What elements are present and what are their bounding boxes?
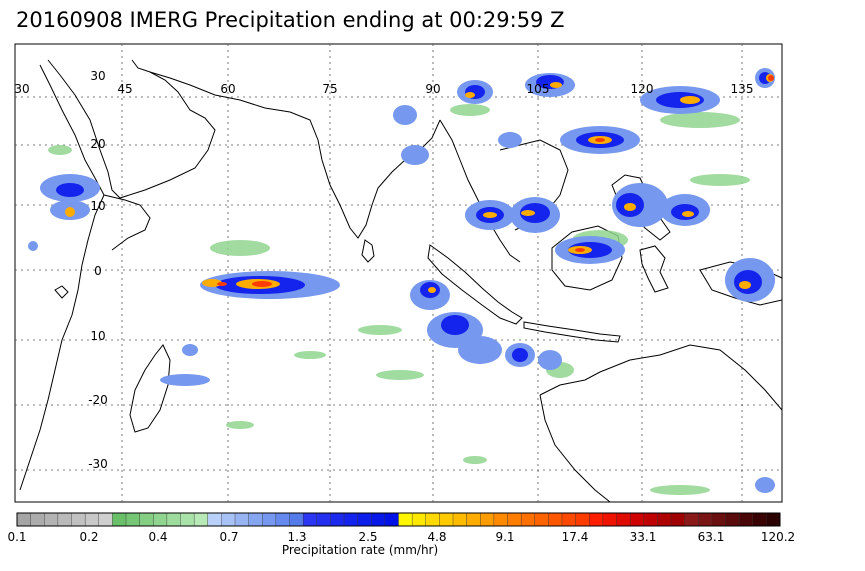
- colorbar-swatch: [84, 512, 100, 527]
- colorbar-tick-label: 0.7: [219, 530, 238, 544]
- colorbar-swatch: [480, 512, 495, 527]
- colorbar-tick-label: 2.5: [358, 530, 377, 544]
- colorbar-swatch: [411, 512, 427, 527]
- colorbar-swatch: [98, 512, 113, 527]
- lon-label: 30: [14, 82, 29, 96]
- lat-label: 10: [90, 329, 105, 343]
- colorbar-swatch: [234, 512, 250, 527]
- colorbar-swatch: [629, 512, 645, 527]
- colorbar-swatch: [316, 512, 331, 527]
- colorbar-frame: [16, 512, 781, 527]
- colorbar-swatch: [534, 512, 549, 527]
- colorbar-swatch: [507, 512, 522, 527]
- precipitation-field: [28, 68, 775, 495]
- colorbar-swatch: [425, 512, 440, 527]
- colorbar-swatch: [343, 512, 359, 527]
- colorbar-tick-label: 9.1: [495, 530, 514, 544]
- colorbar-ticks: 0.1 0.2 0.4 0.7 1.3 2.5 4.8 9.1 17.4 33.…: [7, 530, 795, 544]
- colorbar-swatch: [30, 512, 45, 527]
- colorbar-swatch: [275, 512, 291, 527]
- colorbar-tick-label: 120.2: [761, 530, 795, 544]
- colorbar-swatch: [575, 512, 590, 527]
- lat-label: -30: [88, 457, 108, 471]
- colorbar-swatch: [493, 512, 509, 527]
- colorbar-swatch: [466, 512, 481, 527]
- colorbar-swatch: [711, 512, 727, 527]
- colorbar-swatch: [738, 512, 754, 527]
- colorbar-swatch: [262, 512, 277, 527]
- latitude-labels: 30 20 10 0 10 -20 -30: [88, 69, 108, 471]
- colorbar-swatch: [398, 512, 413, 527]
- colorbar-swatch: [725, 512, 740, 527]
- colorbar-swatch: [112, 512, 127, 527]
- colorbar-swatch: [520, 512, 536, 527]
- colorbar-swatch: [71, 512, 86, 527]
- colorbar-swatch: [371, 512, 386, 527]
- colorbar-tick-label: 63.1: [698, 530, 725, 544]
- longitude-labels: 30 45 60 75 90 105 120 135: [14, 82, 753, 96]
- colorbar-swatch: [616, 512, 631, 527]
- lat-label: -20: [88, 393, 108, 407]
- colorbar-swatch: [657, 512, 672, 527]
- colorbar-tick-label: 0.1: [7, 530, 26, 544]
- colorbar-swatch: [180, 512, 195, 527]
- colorbar-swatch: [439, 512, 454, 527]
- colorbar-swatch: [684, 512, 699, 527]
- colorbar-tick-label: 1.3: [287, 530, 306, 544]
- lon-label: 75: [322, 82, 337, 96]
- colorbar-tick-label: 0.4: [148, 530, 167, 544]
- colorbar-swatch: [302, 512, 318, 527]
- lon-label: 45: [117, 82, 132, 96]
- colorbar-swatch: [330, 512, 345, 527]
- lon-label: 135: [731, 82, 754, 96]
- colorbar-swatch: [193, 512, 209, 527]
- colorbar-swatch: [384, 512, 400, 527]
- colorbar-swatch: [602, 512, 618, 527]
- colorbar-swatch: [589, 512, 604, 527]
- colorbar-swatch: [221, 512, 236, 527]
- colorbar-title: Precipitation rate (mm/hr): [282, 543, 438, 557]
- colorbar-swatch: [643, 512, 658, 527]
- lat-label: 0: [94, 264, 102, 278]
- lon-label: 60: [220, 82, 235, 96]
- chart-title: 20160908 IMERG Precipitation ending at 0…: [16, 8, 565, 32]
- colorbar-swatch: [207, 512, 222, 527]
- colorbar-swatch: [44, 512, 59, 527]
- lon-label: 90: [425, 82, 440, 96]
- colorbar-swatch: [561, 512, 577, 527]
- colorbar-swatch: [670, 512, 686, 527]
- colorbar-swatch: [548, 512, 563, 527]
- colorbar-swatch: [766, 512, 781, 527]
- lat-label: 10: [90, 199, 105, 213]
- lon-label: 105: [527, 82, 550, 96]
- colorbar-swatch: [16, 512, 32, 527]
- lat-label: 30: [90, 69, 105, 83]
- colorbar-tick-label: 33.1: [630, 530, 657, 544]
- colorbar-swatch: [357, 512, 372, 527]
- colorbar-swatch: [125, 512, 141, 527]
- colorbar-swatch: [153, 512, 168, 527]
- lon-label: 120: [631, 82, 654, 96]
- colorbar-swatch: [166, 512, 182, 527]
- colorbar-swatch: [698, 512, 713, 527]
- colorbar-swatch: [752, 512, 767, 527]
- colorbar: [16, 512, 781, 527]
- colorbar-tick-label: 17.4: [562, 530, 589, 544]
- colorbar-tick-label: 0.2: [79, 530, 98, 544]
- colorbar-swatch: [452, 512, 468, 527]
- colorbar-swatch: [289, 512, 304, 527]
- colorbar-swatch: [57, 512, 73, 527]
- colorbar-tick-label: 4.8: [427, 530, 446, 544]
- colorbar-swatch: [139, 512, 154, 527]
- colorbar-swatch: [248, 512, 263, 527]
- lat-label: 20: [90, 137, 105, 151]
